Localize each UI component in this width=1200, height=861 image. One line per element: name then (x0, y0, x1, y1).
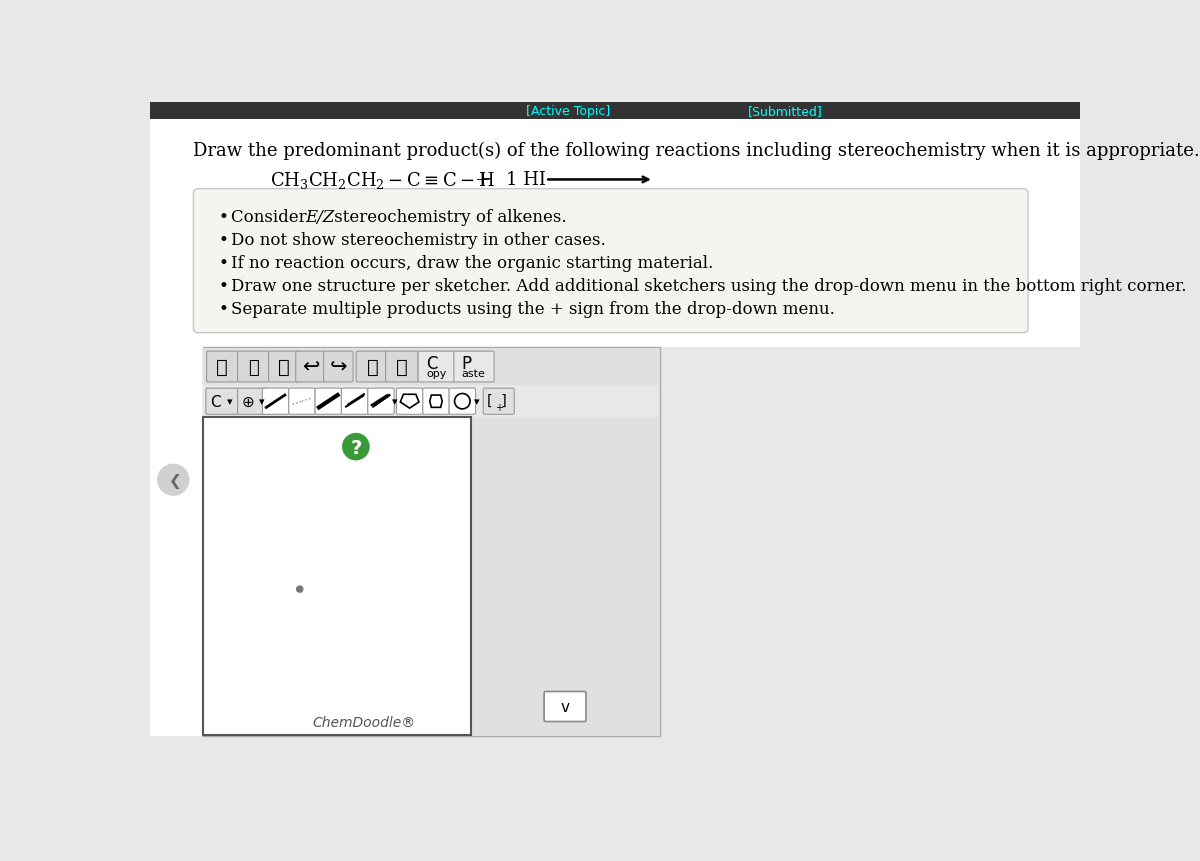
Text: ↪: ↪ (330, 357, 347, 377)
FancyBboxPatch shape (484, 388, 515, 415)
Text: ▾: ▾ (392, 397, 397, 406)
Text: Consider: Consider (230, 208, 312, 226)
Bar (204, 386, 659, 418)
FancyBboxPatch shape (367, 388, 394, 415)
Text: aste: aste (462, 369, 486, 378)
FancyBboxPatch shape (454, 352, 494, 382)
FancyBboxPatch shape (356, 352, 389, 382)
FancyBboxPatch shape (206, 352, 238, 382)
FancyBboxPatch shape (316, 388, 342, 415)
FancyBboxPatch shape (396, 388, 422, 415)
Text: Separate multiple products using the + sign from the drop-down menu.: Separate multiple products using the + s… (230, 301, 834, 318)
Text: ⊕: ⊕ (241, 394, 254, 409)
Bar (204, 418, 470, 735)
Text: ▾: ▾ (259, 397, 264, 406)
Text: ↩: ↩ (301, 357, 319, 377)
FancyBboxPatch shape (385, 352, 418, 382)
Text: •: • (218, 278, 228, 294)
Text: +: + (475, 171, 492, 189)
Text: •: • (218, 255, 228, 272)
FancyBboxPatch shape (269, 352, 300, 382)
FancyBboxPatch shape (206, 388, 239, 415)
Bar (470, 418, 659, 735)
Text: 🖊: 🖊 (278, 357, 290, 376)
Text: [Active Topic]: [Active Topic] (527, 105, 611, 118)
Text: ChemDoodle®: ChemDoodle® (312, 715, 415, 728)
FancyBboxPatch shape (544, 691, 586, 722)
Text: Do not show stereochemistry in other cases.: Do not show stereochemistry in other cas… (230, 232, 605, 249)
Text: 1 HI: 1 HI (506, 171, 546, 189)
FancyBboxPatch shape (289, 388, 316, 415)
Text: If no reaction occurs, draw the organic starting material.: If no reaction occurs, draw the organic … (230, 255, 713, 272)
FancyBboxPatch shape (238, 352, 269, 382)
Text: Draw one structure per sketcher. Add additional sketchers using the drop-down me: Draw one structure per sketcher. Add add… (230, 278, 1186, 294)
Circle shape (157, 465, 188, 496)
Bar (204, 349, 659, 386)
Text: ▾: ▾ (474, 397, 480, 406)
Text: Draw the predominant product(s) of the following reactions including stereochemi: Draw the predominant product(s) of the f… (193, 142, 1199, 160)
FancyBboxPatch shape (193, 189, 1028, 333)
Circle shape (296, 586, 302, 592)
Text: $\mathregular{CH_3CH_2CH_2-C{\equiv}C-H}$: $\mathregular{CH_3CH_2CH_2-C{\equiv}C-H}… (270, 170, 496, 191)
FancyBboxPatch shape (263, 388, 289, 415)
Circle shape (343, 434, 370, 460)
Text: •: • (218, 301, 228, 318)
Text: ❮: ❮ (168, 474, 181, 488)
FancyBboxPatch shape (422, 388, 449, 415)
Text: [Submitted]: [Submitted] (748, 105, 823, 118)
Text: v: v (560, 699, 570, 714)
Bar (150, 736, 1080, 766)
Text: 🔍: 🔍 (396, 357, 408, 376)
Text: E/Z: E/Z (305, 208, 335, 226)
FancyBboxPatch shape (203, 348, 660, 736)
Text: ▾: ▾ (227, 397, 233, 406)
Text: ?: ? (350, 438, 361, 457)
Text: opy: opy (426, 369, 446, 378)
Text: 🧪: 🧪 (247, 358, 258, 376)
FancyBboxPatch shape (342, 388, 367, 415)
Text: •: • (218, 232, 228, 249)
Text: stereochemistry of alkenes.: stereochemistry of alkenes. (329, 208, 566, 226)
Text: •: • (218, 208, 228, 226)
FancyBboxPatch shape (418, 352, 455, 382)
FancyBboxPatch shape (295, 352, 325, 382)
FancyBboxPatch shape (238, 388, 270, 415)
Text: +: + (496, 402, 504, 412)
Text: C: C (210, 394, 221, 409)
Text: P: P (462, 354, 472, 372)
Text: 🔍: 🔍 (366, 357, 378, 376)
Text: ✋: ✋ (216, 357, 228, 376)
Text: [  ]: [ ] (487, 393, 508, 407)
Bar (150, 103, 1080, 121)
Bar (660, 348, 1080, 736)
FancyBboxPatch shape (324, 352, 353, 382)
Text: C: C (426, 354, 438, 372)
FancyBboxPatch shape (449, 388, 475, 415)
